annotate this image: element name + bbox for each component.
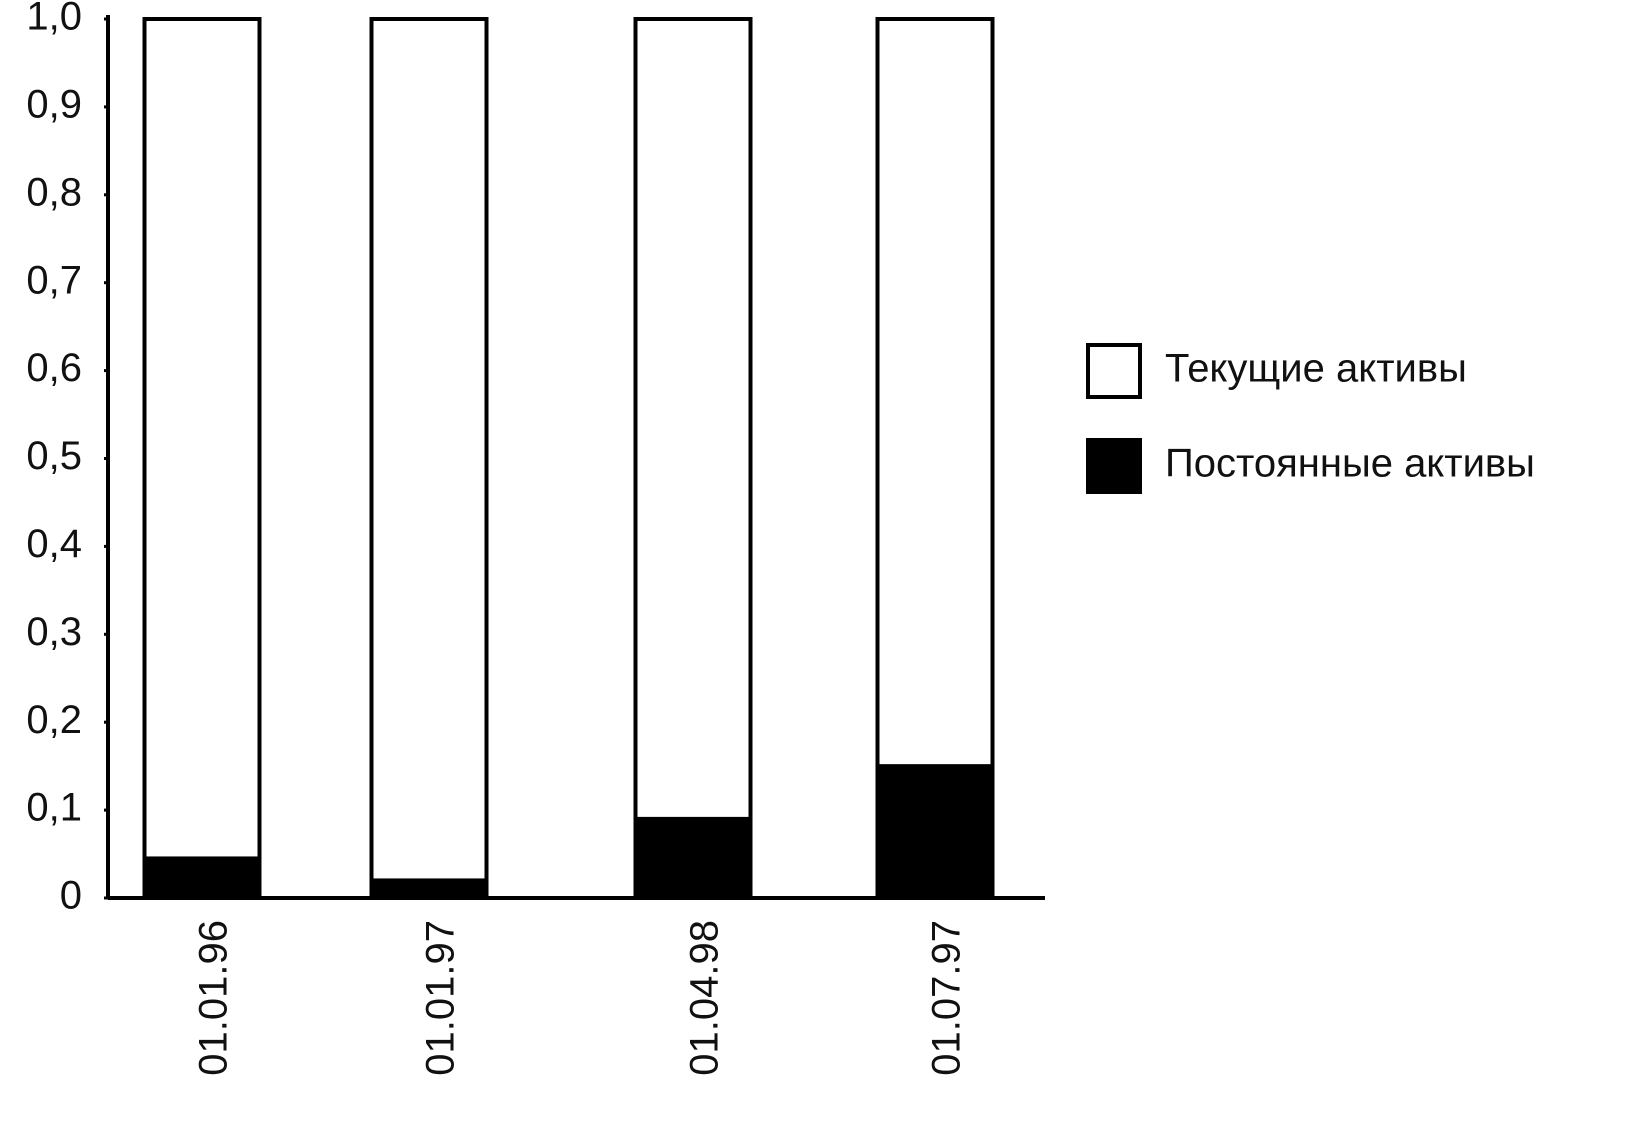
y-tick-label: 0,1	[26, 786, 82, 830]
x-tick-label: 01.01.96	[192, 920, 236, 1076]
bar-segment	[142, 856, 262, 901]
legend-swatch	[1086, 438, 1142, 494]
legend-label: Текущие активы	[1165, 347, 1467, 391]
legend-label: Постоянные активы	[1165, 442, 1535, 486]
y-tick-label: 0,9	[26, 82, 82, 126]
y-tick-label: 0,3	[26, 610, 82, 654]
legend-swatch	[1086, 343, 1142, 399]
y-tick-label: 0,6	[26, 346, 82, 390]
y-tick-label: 0,8	[26, 170, 82, 214]
bar-segment	[633, 816, 753, 901]
y-tick-label: 0,2	[26, 698, 82, 742]
y-tick-label: 0,5	[26, 434, 82, 478]
y-tick-label: 0,4	[26, 522, 82, 566]
bar-segment	[142, 17, 262, 861]
y-tick-label: 0	[60, 874, 82, 918]
x-tick-label: 01.01.97	[419, 920, 463, 1076]
bar-segment	[875, 17, 995, 769]
bar-segment	[633, 17, 753, 821]
y-tick-label: 1,0	[26, 0, 82, 39]
bar-segment	[875, 764, 995, 901]
bar-segment	[369, 878, 489, 900]
y-tick-label: 0,7	[26, 258, 82, 302]
x-tick-label: 01.04.98	[683, 920, 727, 1076]
x-tick-label: 01.07.97	[925, 920, 969, 1076]
bar-segment	[369, 17, 489, 883]
